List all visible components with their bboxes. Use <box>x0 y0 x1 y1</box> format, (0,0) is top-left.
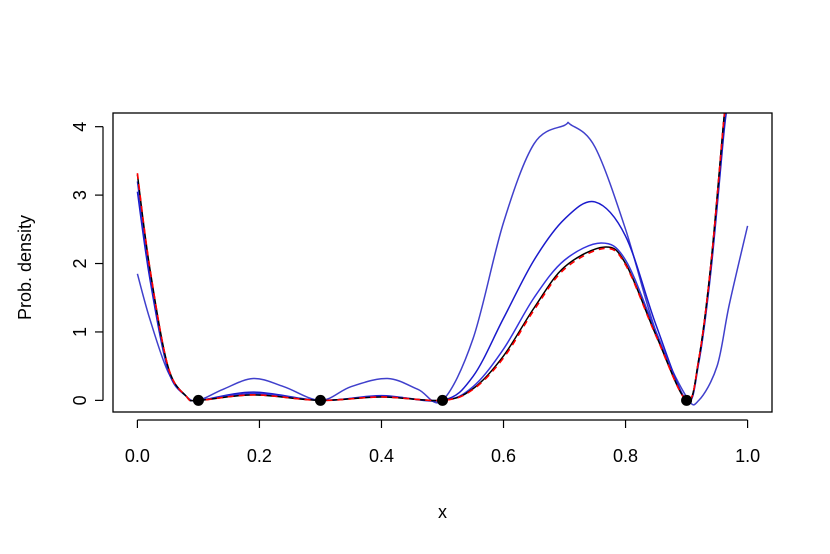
plot-frame <box>112 112 773 413</box>
x-tick-label: 1.0 <box>735 446 760 466</box>
density-curve-5 <box>136 113 726 402</box>
x-tick-label: 0.4 <box>369 446 394 466</box>
y-tick-label: 3 <box>70 190 90 200</box>
x-axis-label: x <box>438 502 447 522</box>
y-tick-label: 2 <box>70 259 90 269</box>
data-point-3 <box>437 394 448 406</box>
data-points <box>192 394 693 406</box>
density-curve-4 <box>136 113 726 402</box>
density-curve-3 <box>136 113 726 402</box>
data-point-2 <box>314 394 326 406</box>
y-tick-label: 1 <box>70 327 90 337</box>
density-curve-1 <box>136 121 749 406</box>
data-point-1 <box>192 394 204 406</box>
plot-lines <box>136 113 749 406</box>
y-axis-label: Prob. density <box>15 215 35 320</box>
x-tick-label: 0.2 <box>247 446 272 466</box>
y-tick-label: 4 <box>70 122 90 132</box>
x-axis: 0.0 0.2 0.4 0.6 0.8 1.0 <box>125 419 760 466</box>
density-curve-2 <box>136 113 727 403</box>
data-point-4 <box>681 394 693 406</box>
x-tick-label: 0.0 <box>125 446 150 466</box>
x-tick-label: 0.8 <box>613 446 638 466</box>
y-tick-label: 0 <box>70 395 90 405</box>
y-axis: 0 1 2 3 4 <box>70 122 104 405</box>
x-tick-label: 0.6 <box>491 446 516 466</box>
